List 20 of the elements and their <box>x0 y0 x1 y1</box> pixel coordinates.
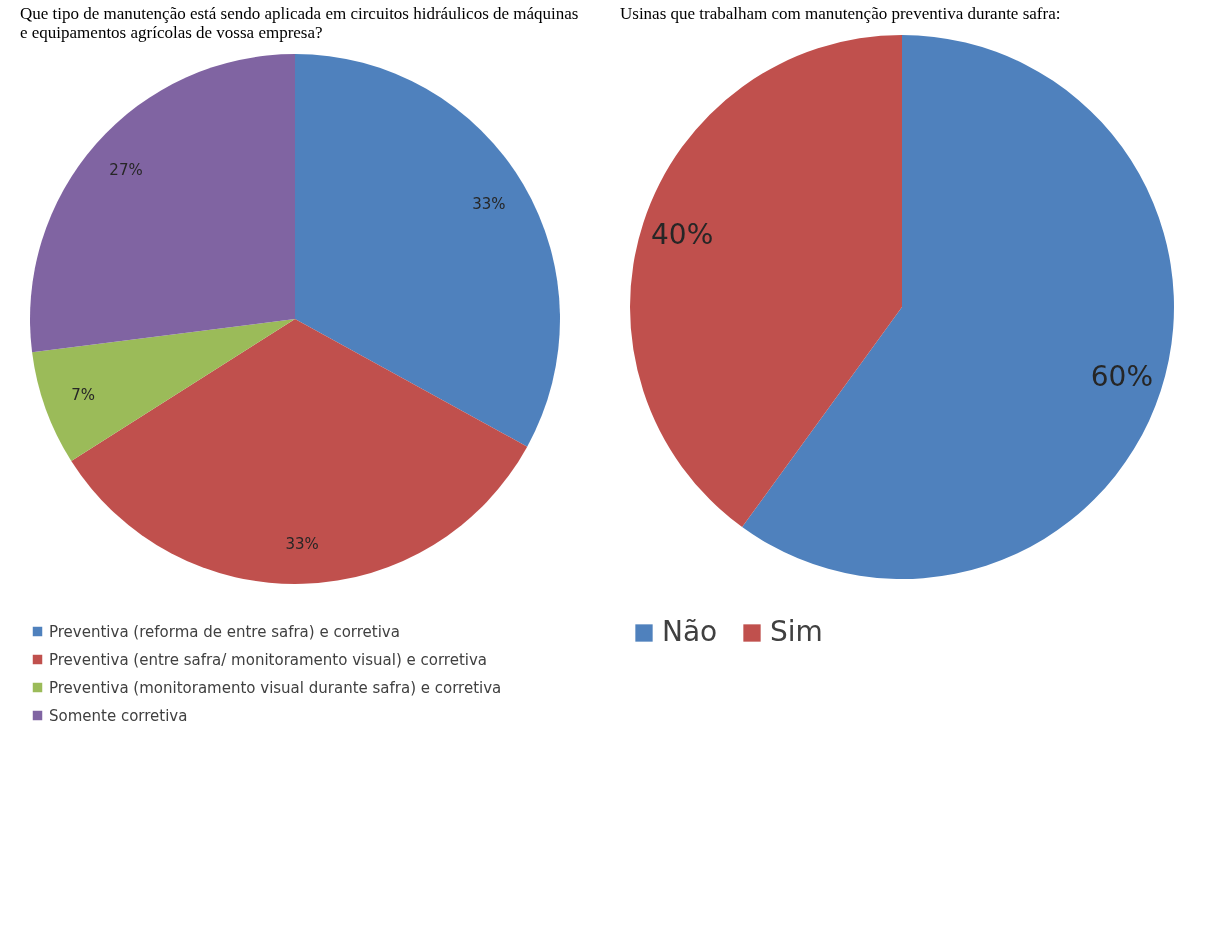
data-label: 40% <box>651 217 714 251</box>
legend-label: Preventiva (monitoramento visual durante safra) e corretiva <box>49 678 502 697</box>
legend-label: Não <box>662 615 718 648</box>
legend-label: Preventiva (reforma de entre safra) e corretiva <box>49 622 400 641</box>
legend-label: Preventiva (entre safra/ monitoramento visual) e corretiva <box>49 650 488 669</box>
legend-label: Somente corretiva <box>49 706 188 725</box>
legend-label: Sim <box>770 615 823 648</box>
data-label: 7% <box>71 386 95 405</box>
data-label: 60% <box>1090 360 1153 394</box>
chart-title: Usinas que trabalham com manutenção preventiva durante safra: <box>620 4 1061 23</box>
pie-slice <box>30 54 295 353</box>
data-label: 33% <box>285 535 319 554</box>
pie-slice <box>295 54 560 447</box>
chart-title: Que tipo de manutenção está sendo aplicada em circuitos hidráulicos de máquinas e equipamentos agrícolas de vossa empresa? <box>20 4 579 42</box>
data-label: 27% <box>109 161 143 180</box>
pie-slice <box>630 35 902 528</box>
pie-slice <box>32 319 295 461</box>
data-label: 33% <box>472 195 506 214</box>
pie-slice <box>742 35 1174 579</box>
pie-slice <box>71 319 528 584</box>
